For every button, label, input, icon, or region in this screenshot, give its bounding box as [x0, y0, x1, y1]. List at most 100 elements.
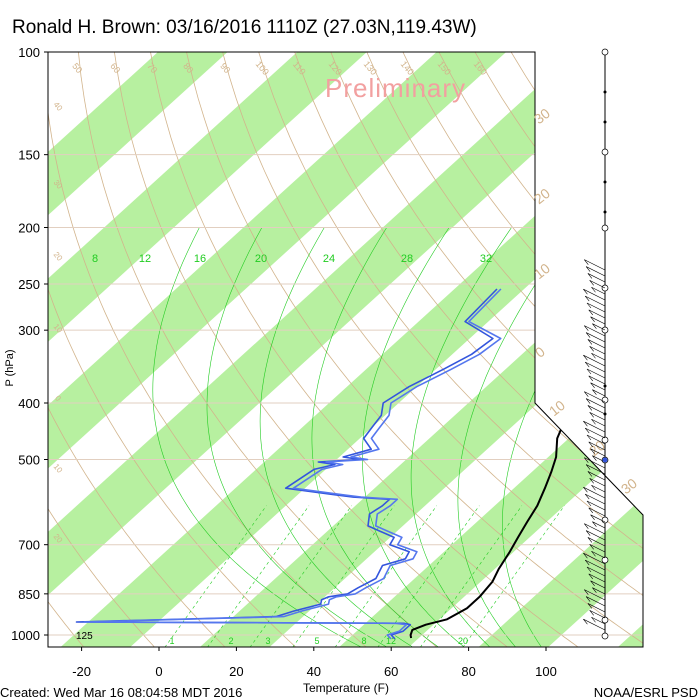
chart-title: Ronald H. Brown: 03/16/2016 1110Z (27.03… — [12, 17, 477, 38]
wind-barb — [589, 610, 606, 619]
wind-calm-marker — [601, 616, 609, 624]
plot-frame — [47, 51, 644, 648]
wind-barb-flag — [586, 368, 592, 375]
wind-barb-flag — [588, 375, 594, 382]
wind-barb-flag — [588, 507, 594, 514]
wind-barb-flag — [592, 521, 597, 527]
wind-barb — [583, 288, 606, 301]
wind-barb — [589, 478, 606, 487]
footer-created: Created: Wed Mar 16 08:04:58 MDT 2016 — [0, 685, 242, 700]
wind-barb-flag — [590, 580, 595, 586]
x-tick-label: 20 — [229, 664, 243, 679]
wind-barb — [584, 391, 606, 403]
moist-adiabat — [361, 227, 465, 647]
wind-barb-flag — [583, 355, 588, 361]
wind-dot — [603, 90, 607, 94]
mixing-ratio-line — [462, 505, 565, 647]
moist-adiabat — [410, 227, 512, 647]
bottom-mixing-label: 3 — [265, 636, 270, 646]
wind-barb-flag — [585, 266, 591, 272]
wind-barb — [583, 618, 606, 631]
wind-barb — [592, 389, 606, 397]
wind-barb-flag — [583, 421, 588, 427]
wind-barb-flag — [589, 346, 594, 352]
temperature-band — [48, 52, 643, 647]
wind-barb-flag — [592, 389, 597, 395]
mixing-ratio-line — [419, 505, 523, 647]
dry-adiabat — [150, 52, 579, 647]
wind-barb — [589, 346, 606, 355]
y-tick-label: 1000 — [11, 628, 40, 643]
wind-barb — [585, 398, 606, 409]
dry-adiabat — [258, 52, 643, 647]
moist-adiabat — [259, 227, 414, 647]
wind-barb-flag — [591, 551, 596, 557]
footer-source: NOAA/ESRL PSD — [594, 685, 698, 700]
temperature-band — [48, 52, 257, 647]
wind-barb — [588, 507, 606, 517]
wind-barb — [591, 616, 606, 625]
theta-label: 50 — [70, 61, 84, 75]
wind-barb-flag — [584, 559, 590, 566]
mixing-ratio-labels: 8 12 16 20 24 28 32 — [92, 253, 492, 265]
wind-barb — [591, 352, 606, 361]
surface-label: 125 — [76, 631, 93, 642]
wind-barb — [583, 420, 606, 433]
wind-barb — [588, 375, 606, 385]
wind-barb — [592, 587, 606, 595]
wind-barb — [584, 589, 606, 601]
wind-barb — [583, 552, 606, 565]
wind-barb-flag — [589, 544, 594, 550]
dry-adiabat — [186, 52, 643, 647]
wind-dot — [603, 120, 607, 124]
wind-barb-flag — [583, 487, 588, 493]
moist-adiabat — [206, 227, 388, 647]
temperature-band — [48, 52, 536, 647]
theta-label: 90 — [218, 61, 232, 75]
wind-calm-marker — [601, 436, 609, 444]
wind-barb-flag — [584, 457, 589, 463]
wind-barb — [587, 273, 606, 283]
wind-barb — [587, 537, 606, 547]
wind-barb-flag — [590, 316, 595, 322]
wind-barb-flag — [589, 610, 594, 616]
y-tick-label: 200 — [18, 221, 40, 236]
y-axis-ticks: 100 150 200 250 300 400 500 700 850 1000 — [11, 45, 48, 643]
x-tick-label: 0 — [155, 664, 162, 679]
wind-barb — [585, 530, 606, 541]
x-tick-label: 100 — [535, 664, 557, 679]
bottom-mixing-label: 12 — [386, 636, 396, 646]
wind-barb — [590, 514, 606, 523]
wind-barb-flag — [584, 259, 589, 265]
wind-dot — [603, 210, 607, 214]
y-tick-label: 150 — [18, 148, 40, 163]
bottom-mixing-label: 5 — [314, 636, 319, 646]
wind-barb-flag — [588, 441, 594, 448]
wind-barb-flag — [584, 325, 589, 331]
moist-adiabat — [457, 227, 575, 647]
dry-adiabat — [366, 52, 643, 647]
wind-barb-flag — [584, 493, 590, 500]
wind-dot — [603, 384, 607, 388]
wind-barb — [583, 486, 606, 499]
wind-barb-flag — [592, 587, 597, 593]
wind-barb — [589, 280, 606, 289]
mixing-ratio-line — [164, 505, 267, 647]
wind-barb-flag — [584, 589, 589, 595]
bottom-mixing-label: 8 — [361, 636, 366, 646]
wind-barb — [589, 544, 606, 553]
wind-barb-flag — [585, 332, 591, 338]
wind-barb — [586, 566, 606, 577]
wind-barb-flag — [588, 309, 594, 316]
dry-adiabat — [222, 52, 643, 647]
x-tick-label: 60 — [384, 664, 398, 679]
dewpoint-line — [75, 288, 498, 640]
wind-barb — [584, 523, 606, 535]
wind-barb — [585, 295, 606, 307]
y-tick-label: 700 — [18, 538, 40, 553]
mixing-ratio-label: 16 — [194, 253, 206, 265]
wind-barb-flag — [585, 596, 591, 602]
wind-barb — [583, 354, 606, 367]
wind-barb-flag — [587, 471, 593, 477]
